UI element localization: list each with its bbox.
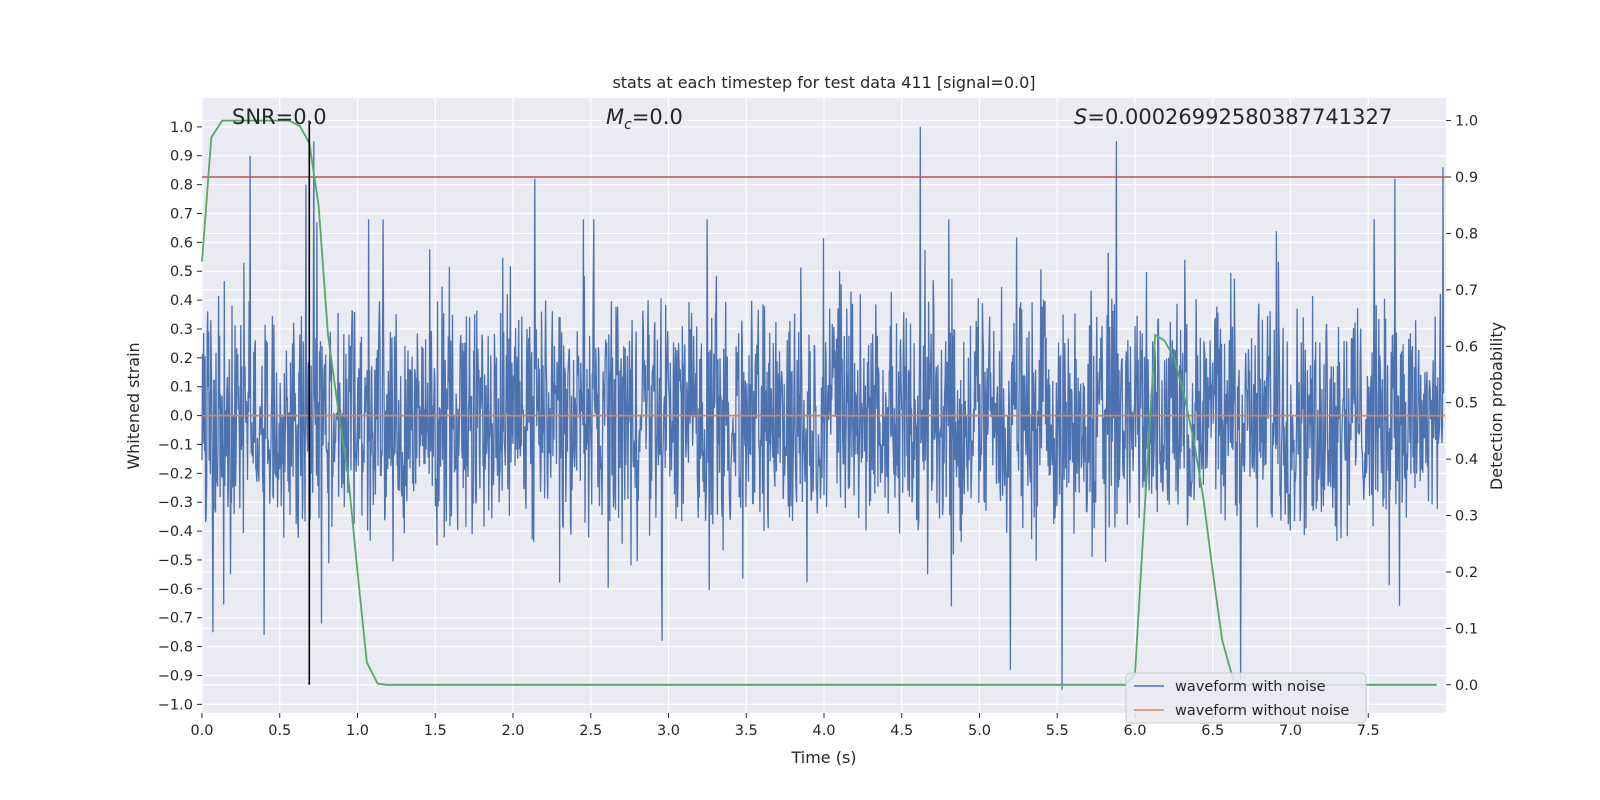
y-left-tick-label: 0.3: [170, 322, 193, 338]
y-right-tick-label: 0.1: [1455, 621, 1478, 637]
noise-series: [201, 126, 1445, 690]
legend-entry-noise: waveform with noise: [1175, 679, 1326, 695]
y-left-tick-label: 0.9: [170, 149, 193, 165]
y-right-tick-label: 0.9: [1455, 170, 1478, 186]
y-left-tick-label: 0.5: [170, 264, 193, 280]
y-right-tick-label: 0.4: [1455, 452, 1478, 468]
y-left-tick-label: −0.8: [158, 640, 193, 656]
y-right-tick-label: 0.3: [1455, 509, 1478, 525]
x-tick-label: 7.5: [1357, 723, 1380, 739]
x-tick-label: 3.0: [657, 723, 680, 739]
y-left-tick-label: −0.5: [158, 553, 193, 569]
x-tick-label: 3.5: [735, 723, 758, 739]
y-left-tick-label: 0.6: [170, 235, 193, 251]
mc-value: =0.0: [632, 105, 683, 129]
y-axis-right: 1.0 0.9 0.8 0.7 0.6 0.5 0.4 0.3 0.2 0.1 0.0: [1446, 114, 1478, 694]
x-tick-label: 0.5: [268, 723, 291, 739]
series-waveform-with-noise: [201, 126, 1445, 690]
y-left-tick-label: −0.9: [158, 668, 193, 684]
series-lines: [201, 119, 1446, 686]
y-left-tick-label: −0.1: [158, 437, 193, 453]
y-left-tick-label: −0.7: [158, 611, 193, 627]
y-right-tick-label: 1.0: [1455, 114, 1478, 130]
s-annotation: S=0.00026992580387741327: [1074, 105, 1392, 129]
x-tick-label: 1.5: [424, 723, 447, 739]
y-left-tick-label: 1.0: [170, 120, 193, 136]
x-tick-label: 4.5: [890, 723, 913, 739]
y-left-tick-label: 0.4: [170, 293, 193, 309]
y-axis-right-label: Detection probability: [1487, 322, 1506, 490]
y-left-tick-label: 0.7: [170, 206, 193, 222]
y-left-tick-label: 0.1: [170, 380, 193, 396]
legend: waveform with noise waveform without noi…: [1125, 672, 1367, 724]
y-left-tick-label: 0.2: [170, 351, 193, 367]
y-right-tick-label: 0.5: [1455, 396, 1478, 412]
series-detection-probability: [201, 119, 1437, 686]
mc-symbol: M: [606, 105, 624, 129]
x-tick-label: 5.0: [968, 723, 991, 739]
x-tick-label: 0.0: [190, 723, 213, 739]
x-tick-label: 6.0: [1123, 723, 1146, 739]
x-tick-label: 4.0: [812, 723, 835, 739]
s-value: =0.00026992580387741327: [1087, 105, 1392, 129]
y-left-tick-label: −1.0: [158, 697, 193, 713]
y-left-tick-label: −0.3: [158, 495, 193, 511]
y-right-tick-label: 0.2: [1455, 565, 1478, 581]
y-left-tick-label: −0.4: [158, 524, 193, 540]
s-symbol: S: [1074, 105, 1087, 129]
y-right-tick-label: 0.0: [1455, 678, 1478, 694]
y-axis-left: 1.0 0.9 0.8 0.7 0.6 0.5 0.4 0.3 0.2 0.1 0.0 −0.1 −0.…: [158, 120, 202, 713]
y-left-tick-label: 0.8: [170, 178, 193, 194]
x-tick-label: 5.5: [1046, 723, 1069, 739]
y-right-tick-label: 0.8: [1455, 226, 1478, 242]
y-left-tick-label: −0.2: [158, 466, 193, 482]
y-right-tick-label: 0.6: [1455, 339, 1478, 355]
x-tick-label: 2.5: [579, 723, 602, 739]
x-tick-label: 2.0: [501, 723, 524, 739]
mc-annotation: Mc=0.0: [606, 105, 683, 133]
snr-annotation: SNR=0.0: [232, 105, 327, 129]
legend-box: [1125, 672, 1367, 724]
y-right-tick-label: 0.7: [1455, 283, 1478, 299]
x-axis: 0.0 0.5 1.0 1.5 2.0 2.5 3.0 3.5 4.0 4.5 5.0 5.5 6.0 6…: [190, 713, 1380, 739]
legend-entry-clean: waveform without noise: [1175, 703, 1349, 719]
x-tick-label: 7.0: [1279, 723, 1302, 739]
x-tick-label: 1.0: [346, 723, 369, 739]
x-tick-label: 6.5: [1201, 723, 1224, 739]
y-axis-left-label: Whitened strain: [124, 342, 143, 469]
mc-subscript: c: [624, 117, 632, 133]
y-left-tick-label: −0.6: [158, 582, 193, 598]
x-axis-label: Time (s): [790, 748, 856, 767]
chart-title: stats at each timestep for test data 411…: [612, 73, 1035, 92]
y-left-tick-label: 0.0: [170, 409, 193, 425]
